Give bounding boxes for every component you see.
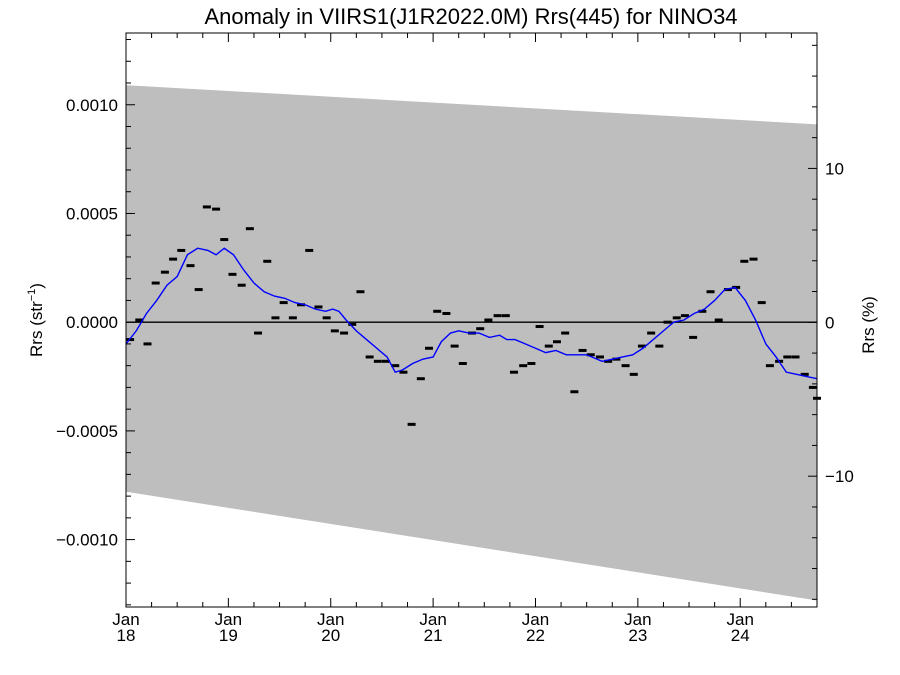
chart-title: Anomaly in VIIRS1(J1R2022.0M) Rrs(445) f…: [204, 4, 737, 29]
x-tick-label-month-2: Jan: [317, 610, 344, 629]
y2-axis-label: Rrs (%): [859, 296, 878, 354]
x-tick-label-month-1: Jan: [215, 610, 242, 629]
x-tick-label-year-4: 22: [526, 626, 545, 645]
x-tick-label-month-6: Jan: [727, 610, 754, 629]
y-axis-label: Rrs (str−1): [26, 283, 46, 357]
y-tick-label-0: 0.0010: [66, 96, 118, 115]
y-tick-label-2: 0.0000: [66, 313, 118, 332]
tick-labels: Jan18Jan19Jan20Jan21Jan22Jan23Jan240.001…: [56, 96, 854, 645]
y2-tick-label-1: 0: [825, 313, 834, 332]
x-tick-label-year-2: 20: [321, 626, 340, 645]
x-tick-label-year-6: 24: [731, 626, 750, 645]
smoothed-anomaly-line: [125, 247, 818, 380]
y-axis-label-base: Rrs (str: [27, 301, 46, 357]
x-tick-label-year-1: 19: [219, 626, 238, 645]
y2-tick-label-0: 10: [825, 159, 844, 178]
y-tick-label-1: 0.0005: [66, 204, 118, 223]
x-tick-label-year-0: 18: [117, 626, 136, 645]
x-tick-label-month-5: Jan: [624, 610, 651, 629]
y-tick-label-4: −0.0010: [56, 531, 118, 550]
x-tick-label-month-3: Jan: [419, 610, 446, 629]
x-tick-label-month-4: Jan: [522, 610, 549, 629]
axis-ticks: [125, 33, 818, 607]
y2-tick-label-2: −10: [825, 467, 854, 486]
x-tick-label-month-0: Jan: [112, 610, 139, 629]
uncertainty-band: [126, 85, 817, 601]
x-tick-label-year-3: 21: [424, 626, 443, 645]
y-axis-label-sup: −1: [26, 289, 38, 302]
plot-frame: [125, 32, 818, 608]
monthly-anomaly-points: [126, 205, 821, 426]
x-tick-label-year-5: 23: [628, 626, 647, 645]
y-tick-label-3: −0.0005: [56, 422, 118, 441]
y-axis-label-close: ): [27, 283, 46, 289]
